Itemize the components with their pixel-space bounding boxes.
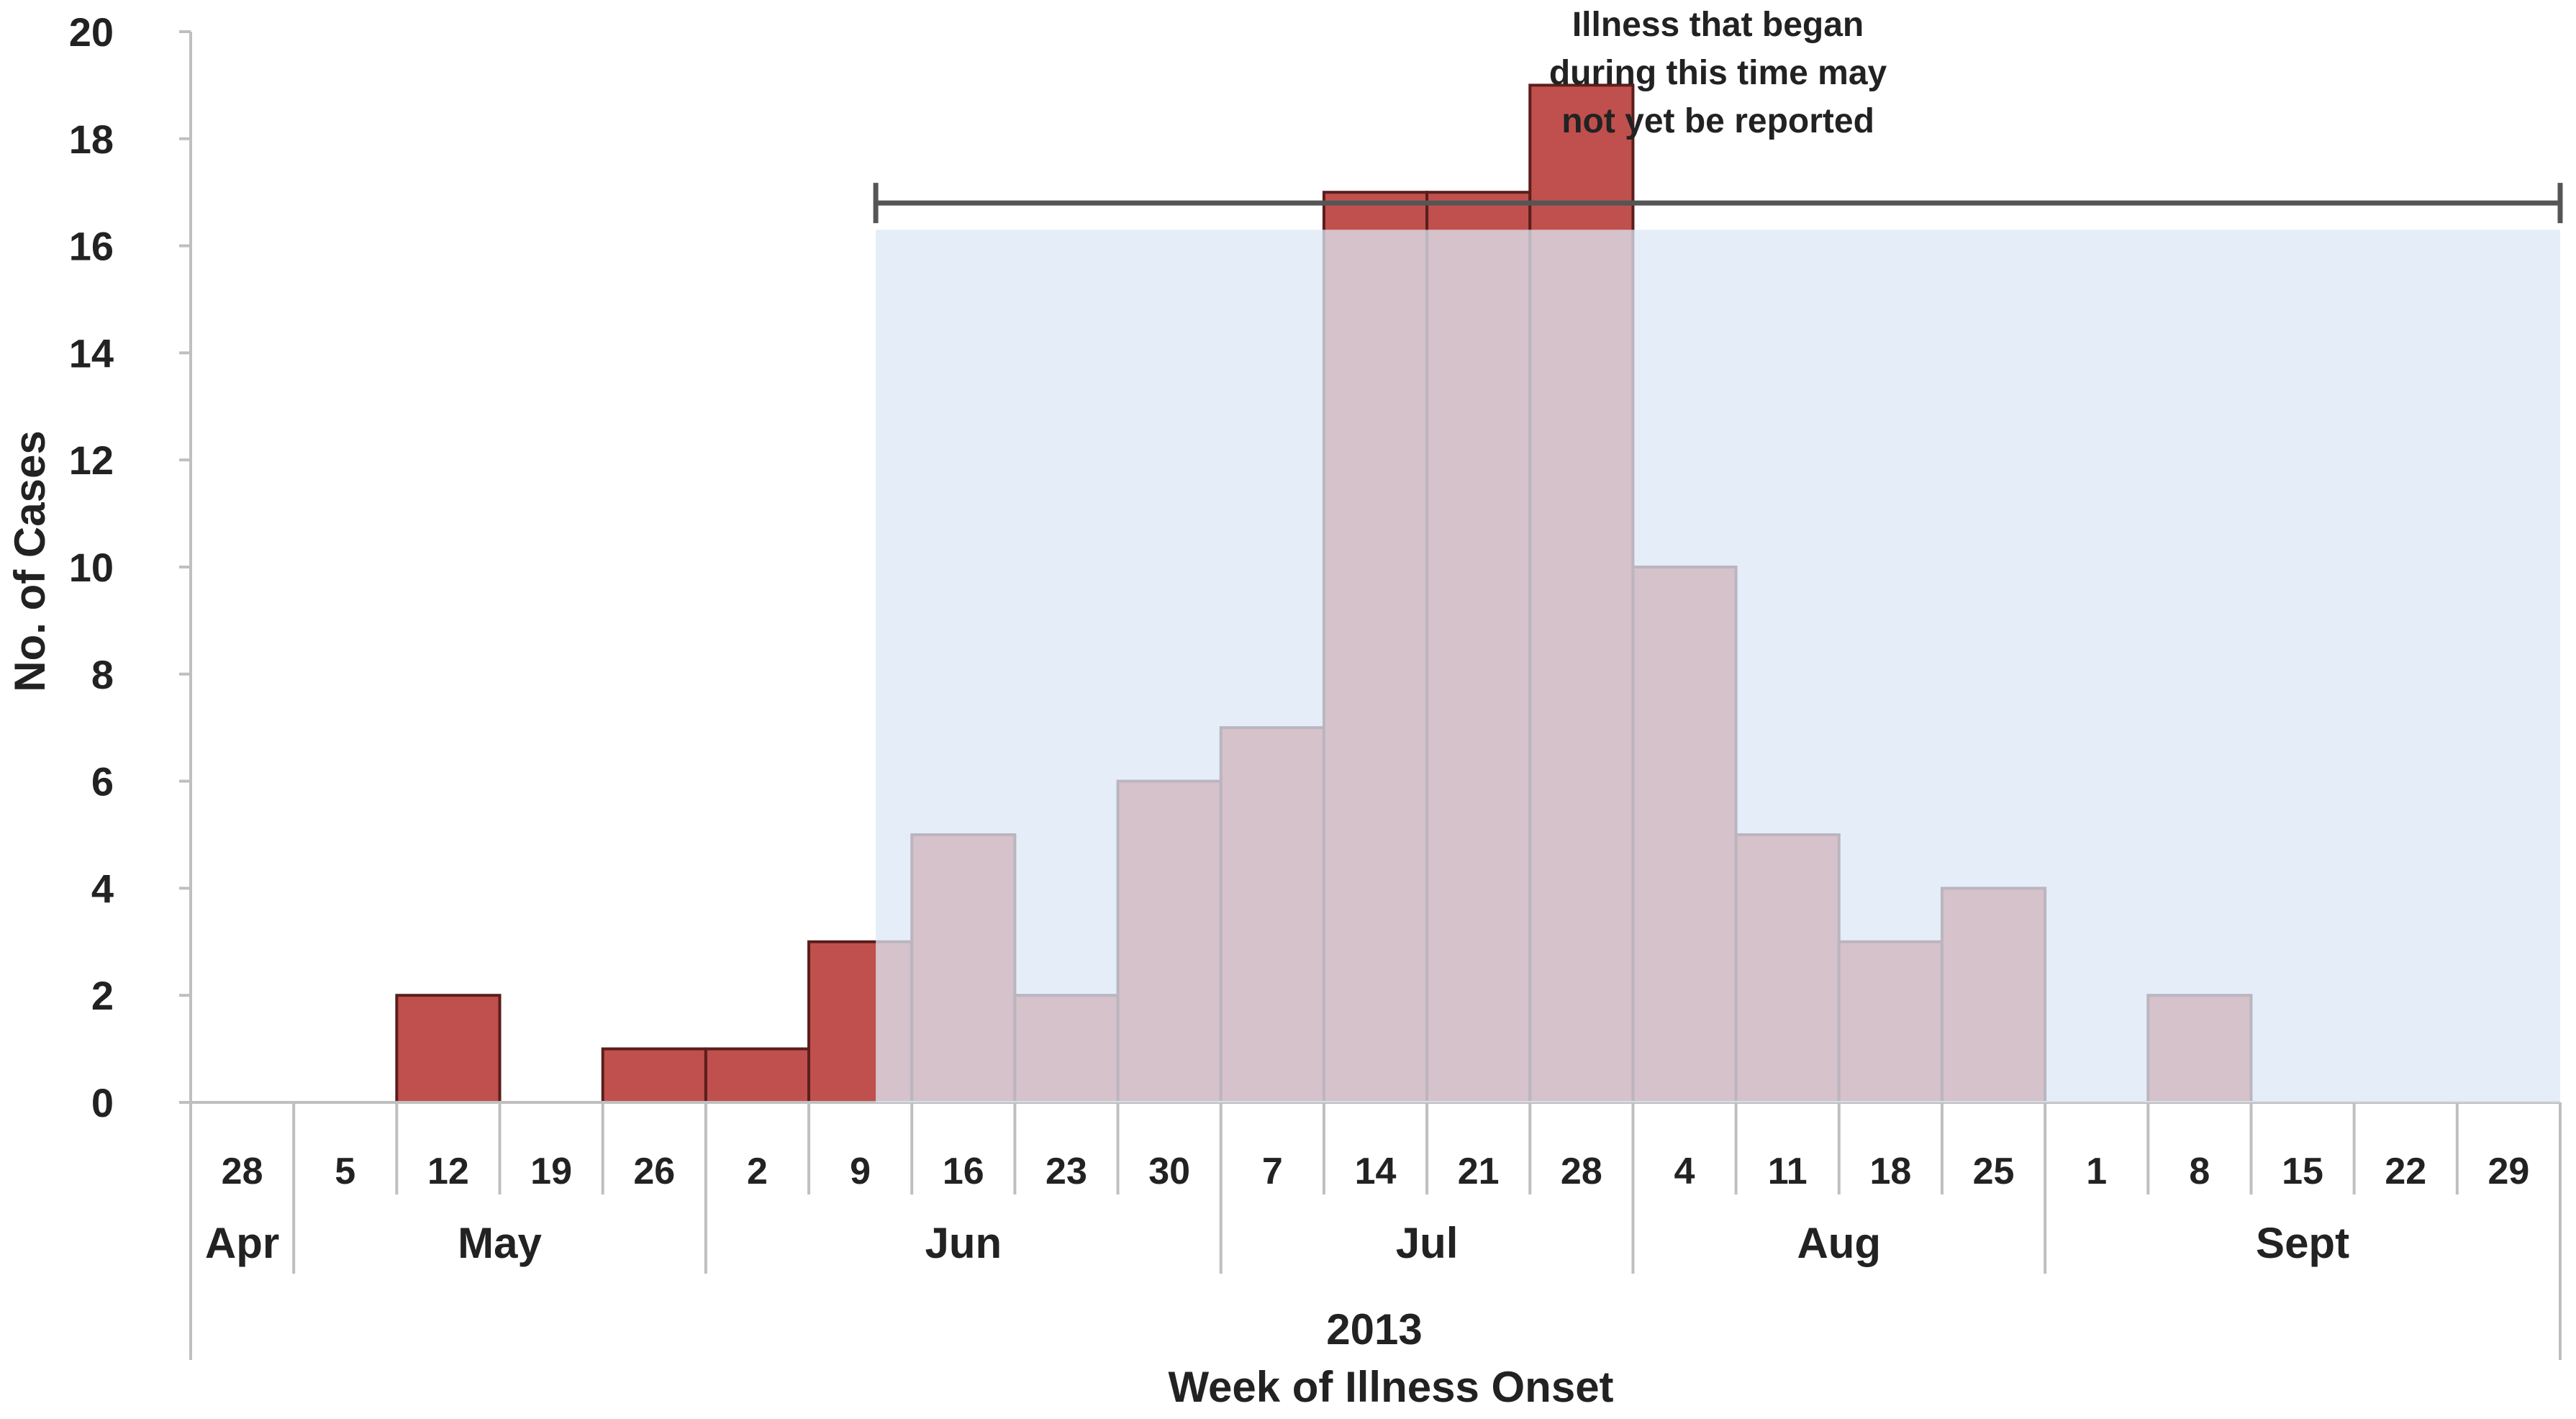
annotation-line: during this time may <box>1549 54 1887 92</box>
week-tick-label: 12 <box>427 1151 469 1192</box>
week-tick-label: 15 <box>2282 1151 2323 1192</box>
week-tick-label: 21 <box>1458 1151 1500 1192</box>
month-label: Apr <box>205 1219 279 1267</box>
bar <box>704 1047 811 1104</box>
y-tick-label: 2 <box>91 973 114 1018</box>
y-tick-label: 12 <box>69 438 114 483</box>
week-tick-label: 1 <box>2086 1151 2107 1192</box>
week-tick-label: 2 <box>747 1151 768 1192</box>
week-tick-label: 9 <box>850 1151 871 1192</box>
week-tick-label: 4 <box>1674 1151 1695 1192</box>
y-axis-label: No. of Cases <box>6 430 54 692</box>
y-tick-label: 14 <box>69 330 114 376</box>
week-tick-label: 25 <box>1973 1151 2015 1192</box>
month-label: Aug <box>1797 1219 1881 1267</box>
bar <box>395 994 502 1104</box>
annotation-line: Illness that began <box>1572 6 1864 44</box>
month-label: May <box>458 1219 542 1267</box>
y-tick-label: 10 <box>69 545 114 590</box>
week-tick-label: 7 <box>1262 1151 1283 1192</box>
bar <box>601 1047 707 1104</box>
week-tick-label: 22 <box>2385 1151 2426 1192</box>
week-tick-label: 5 <box>335 1151 355 1192</box>
week-tick-label: 26 <box>633 1151 675 1192</box>
month-label: Sept <box>2256 1219 2349 1267</box>
week-tick-label: 30 <box>1148 1151 1190 1192</box>
week-tick-label: 28 <box>222 1151 263 1192</box>
week-tick-label: 18 <box>1869 1151 1911 1192</box>
y-tick-label: 4 <box>91 866 114 911</box>
week-tick-label: 8 <box>2189 1151 2210 1192</box>
week-tick-label: 28 <box>1561 1151 1602 1192</box>
y-tick-label: 8 <box>91 652 114 697</box>
y-tick-label: 20 <box>69 9 114 55</box>
week-tick-label: 14 <box>1355 1151 1397 1192</box>
x-axis-label: Week of Illness Onset <box>1168 1363 1613 1411</box>
y-tick-label: 16 <box>69 224 114 269</box>
y-tick-label: 18 <box>69 117 114 162</box>
week-tick-label: 16 <box>943 1151 984 1192</box>
y-tick-label: 0 <box>91 1080 114 1125</box>
week-tick-label: 23 <box>1046 1151 1087 1192</box>
x-axis-year-label: 2013 <box>1326 1305 1422 1354</box>
week-tick-label: 19 <box>530 1151 572 1192</box>
week-tick-label: 29 <box>2487 1151 2529 1192</box>
month-label: Jul <box>1396 1219 1459 1267</box>
month-label: Jun <box>925 1219 1002 1267</box>
unreported-period-shade <box>876 230 2561 1102</box>
y-tick-label: 6 <box>91 759 114 804</box>
week-tick-label: 11 <box>1768 1151 1808 1192</box>
annotation-line: not yet be reported <box>1561 102 1874 140</box>
